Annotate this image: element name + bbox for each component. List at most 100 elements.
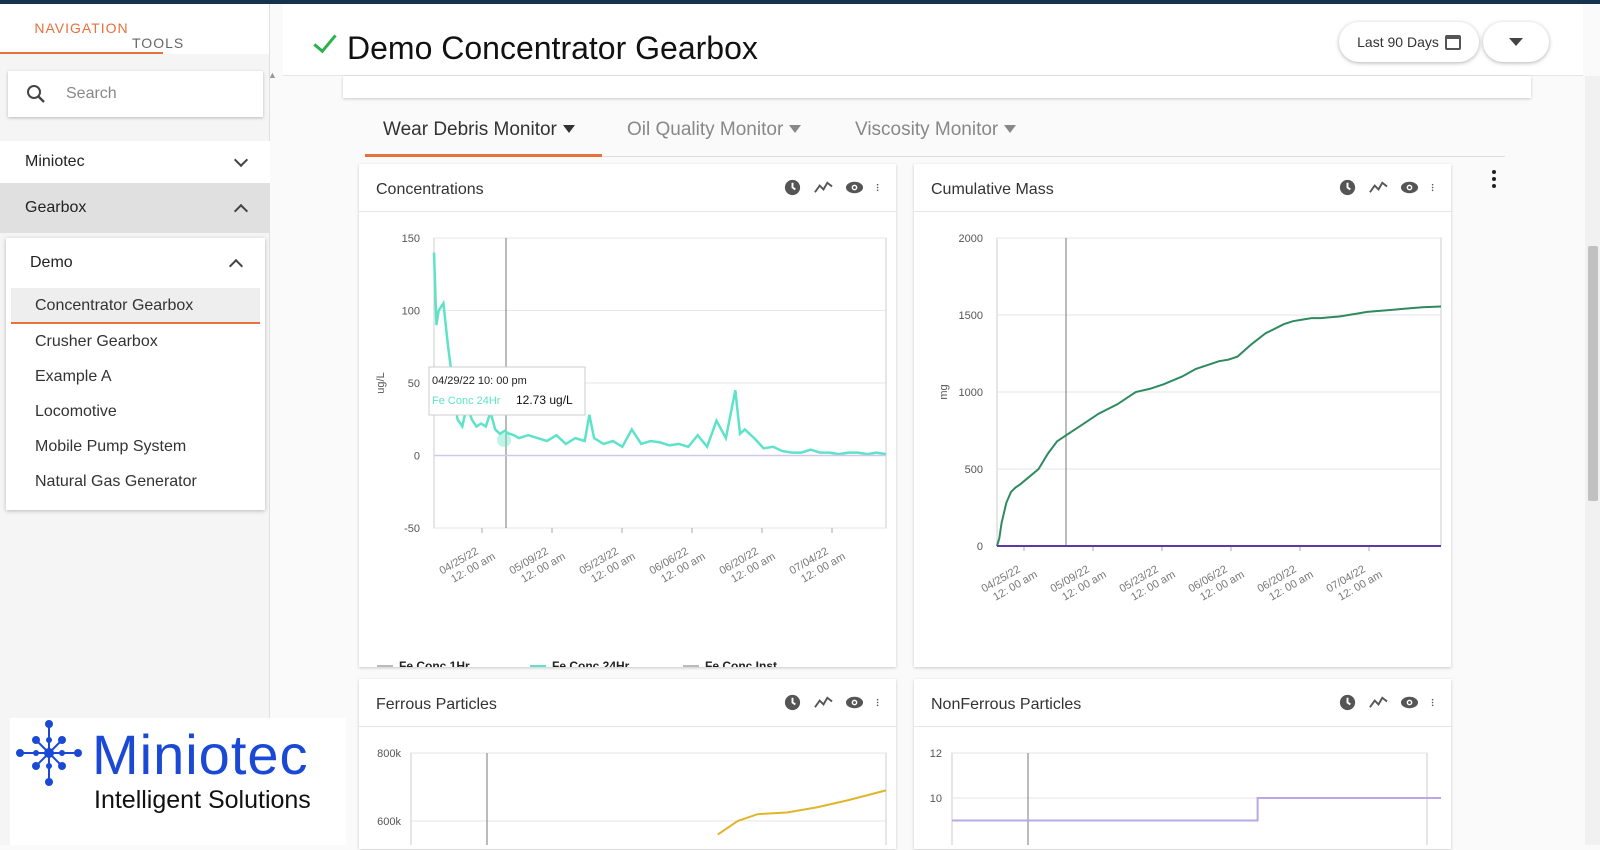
tab-viscosity-monitor[interactable]: Viscosity Monitor <box>855 110 1017 157</box>
sidebar-subgroup-label: Demo <box>30 254 73 271</box>
sidebar-item-crusher-gearbox[interactable]: Crusher Gearbox <box>35 333 158 350</box>
series-line-nonferrous <box>952 797 1441 822</box>
panel-tools <box>1338 693 1439 712</box>
sidebar-item-natural-gas-generator[interactable]: Natural Gas Generator <box>35 473 197 490</box>
tab-navigation[interactable]: NAVIGATION <box>0 4 163 54</box>
panel-title: Concentrations <box>376 181 484 198</box>
concentrations-panel: Concentrations 150 100 50 0 -50 ug/L 04/25/22 1… <box>359 164 896 691</box>
tab-label: Oil Quality Monitor <box>627 119 784 140</box>
y-tick-label: 100 <box>402 306 420 318</box>
more-vert-icon[interactable] <box>1431 178 1439 197</box>
panel-title: Cumulative Mass <box>931 181 1054 198</box>
plot-area <box>410 752 887 850</box>
sidebar-tabs: NAVIGATION TOOLS <box>0 4 269 54</box>
y-tick-label: 150 <box>402 233 420 245</box>
page-scrollbar[interactable] <box>1585 76 1600 845</box>
y-tick-label: 600k <box>377 816 401 828</box>
legend-label: Fe Conc 1Hr <box>399 659 470 667</box>
cumulative-mass-panel: Cumulative Mass 2000 1500 1000 500 0 mg 04/25/… <box>914 164 1451 691</box>
y-tick-label: 1500 <box>959 310 983 322</box>
sidebar-item-concentrator-gearbox[interactable]: Concentrator Gearbox <box>11 288 260 324</box>
y-tick-label: -50 <box>404 523 420 535</box>
search-input[interactable] <box>66 85 246 103</box>
y-tick-label: 500 <box>965 464 983 476</box>
nonferrous-particles-chart[interactable]: 12 10 <box>914 727 1451 850</box>
logo-text: Miniotec <box>92 723 309 786</box>
eye-icon[interactable] <box>845 178 864 197</box>
tooltip-box <box>428 366 586 416</box>
tab-oil-quality-monitor[interactable]: Oil Quality Monitor <box>627 110 802 157</box>
tooltip-value: 12.73 ug/L <box>516 393 573 407</box>
sidebar-group-label: Miniotec <box>25 153 85 170</box>
chevron-down-icon <box>233 152 249 167</box>
page-more-icon[interactable] <box>1492 170 1496 190</box>
more-vert-icon[interactable] <box>1431 693 1439 712</box>
tab-label: Viscosity Monitor <box>855 119 999 140</box>
sidebar-item-locomotive[interactable]: Locomotive <box>35 403 117 420</box>
trend-icon[interactable] <box>1369 178 1388 197</box>
sidebar-group-gearbox[interactable]: Gearbox <box>0 183 270 233</box>
hover-point <box>497 433 511 447</box>
date-range-label: Last 90 Days <box>1357 34 1439 50</box>
page-title: Demo Concentrator Gearbox <box>347 30 758 66</box>
tab-tools[interactable]: TOOLS <box>132 35 185 51</box>
trend-icon[interactable] <box>814 693 833 712</box>
sidebar-subgroup-demo[interactable]: Demo <box>6 238 265 288</box>
more-vert-icon[interactable] <box>876 693 884 712</box>
ferrous-particles-chart[interactable]: 800k 600k <box>359 727 896 850</box>
legend-label: Fe Conc Inst <box>705 659 777 667</box>
tab-label: Wear Debris Monitor <box>383 119 557 140</box>
sidebar: NAVIGATION TOOLS ▲ Miniotec Gearbox Demo… <box>0 4 277 845</box>
date-range-button[interactable]: Last 90 Days <box>1339 22 1479 62</box>
top-accent-bar <box>0 0 1600 4</box>
logo: Miniotec Intelligent Solutions <box>10 718 346 845</box>
sidebar-item-mobile-pump-system[interactable]: Mobile Pump System <box>35 438 187 455</box>
panel-title: NonFerrous Particles <box>931 696 1082 713</box>
y-axis-label: mg <box>938 384 950 399</box>
y-tick-label: 800k <box>377 748 401 760</box>
trend-icon[interactable] <box>814 178 833 197</box>
tab-wear-debris-monitor[interactable]: Wear Debris Monitor <box>365 110 602 157</box>
history-icon[interactable] <box>783 178 802 197</box>
eye-icon[interactable] <box>845 693 864 712</box>
scrollbar-thumb[interactable] <box>1588 246 1598 501</box>
sidebar-group-miniotec[interactable]: Miniotec <box>0 141 270 183</box>
options-dropdown-button[interactable] <box>1483 22 1549 62</box>
tooltip-series: Fe Conc 24Hr <box>432 395 501 407</box>
y-tick-label: 10 <box>930 793 942 805</box>
tooltip-date: 04/29/22 10: 00 pm <box>432 375 527 387</box>
eye-icon[interactable] <box>1400 693 1419 712</box>
trend-icon[interactable] <box>1369 693 1388 712</box>
sidebar-item-example-a[interactable]: Example A <box>35 368 112 385</box>
logo-tagline: Intelligent Solutions <box>94 786 311 814</box>
sidebar-scroll-up-icon[interactable]: ▲ <box>268 70 277 80</box>
caret-down-icon <box>562 125 575 133</box>
chevron-up-icon <box>228 258 244 273</box>
logo-mark-icon <box>16 720 82 786</box>
y-axis-label: ug/L <box>375 372 387 393</box>
history-icon[interactable] <box>783 693 802 712</box>
caret-down-icon <box>1509 38 1523 46</box>
eye-icon[interactable] <box>1400 178 1419 197</box>
check-icon <box>313 28 337 54</box>
more-vert-icon[interactable] <box>876 178 884 197</box>
sidebar-group-label: Gearbox <box>25 199 87 216</box>
history-icon[interactable] <box>1338 178 1357 197</box>
nonferrous-particles-panel: NonFerrous Particles 12 10 <box>914 679 1451 850</box>
y-tick-label: 12 <box>930 748 942 760</box>
calendar-icon <box>1444 34 1461 50</box>
series-line-fe-mass <box>996 305 1442 547</box>
history-icon[interactable] <box>1338 693 1357 712</box>
y-tick-label: 2000 <box>959 233 983 245</box>
